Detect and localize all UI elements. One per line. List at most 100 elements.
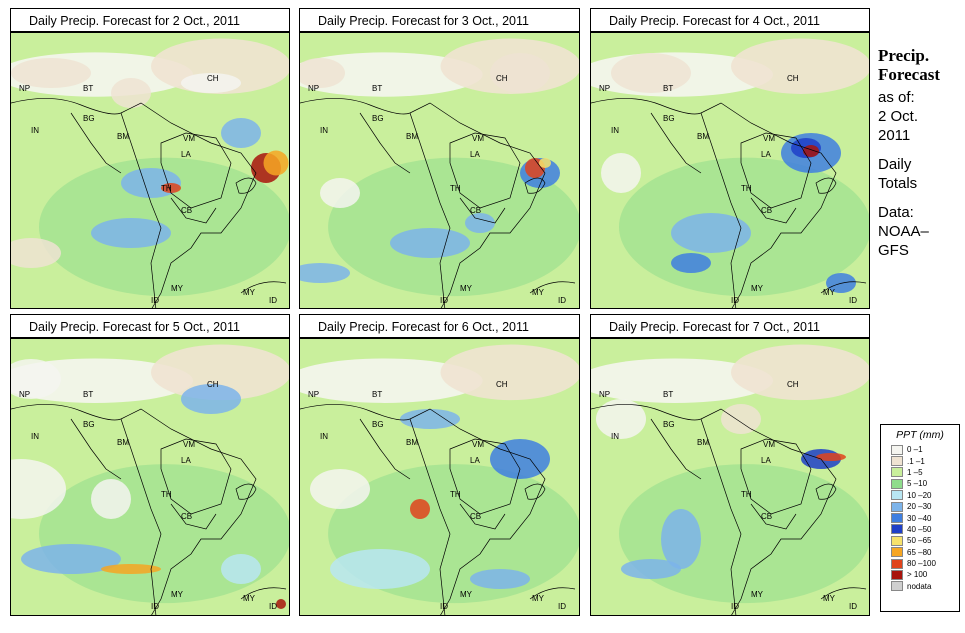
panel-title: Daily Precip. Forecast for 7 Oct., 2011	[590, 314, 870, 338]
daily-label: Daily	[878, 156, 912, 173]
map-label: NP	[19, 84, 30, 93]
legend-item: 30 –40	[891, 512, 959, 524]
map-label: TH	[161, 490, 172, 499]
map-label: ID	[558, 296, 566, 305]
asof-date: 2 Oct.	[878, 108, 919, 125]
panel-title: Daily Precip. Forecast for 5 Oct., 2011	[10, 314, 290, 338]
legend-item: .1 –1	[891, 455, 959, 467]
legend-item: > 100	[891, 569, 959, 580]
map-label: IN	[31, 126, 39, 135]
precip-map: NP BT IN BG BM CH VM LA TH CB MY ID MY ID	[10, 32, 290, 309]
map-label: ID	[440, 296, 448, 305]
map-label: IN	[611, 432, 619, 441]
map-label: BM	[406, 132, 418, 141]
map-label: TH	[741, 184, 752, 193]
map-label: MY	[751, 284, 764, 293]
map-label: NP	[599, 390, 610, 399]
data-source-1: NOAA–	[878, 223, 929, 240]
map-label: MY	[823, 288, 836, 297]
legend-label: 5 –10	[907, 479, 928, 489]
panel-title: Daily Precip. Forecast for 4 Oct., 2011	[590, 8, 870, 32]
map-label: NP	[19, 390, 30, 399]
map-label: BM	[697, 132, 709, 141]
legend-label: .1 –1	[907, 456, 925, 466]
precip-map: NP BT IN BG BM CH VM LA TH CB MY ID MY ID	[299, 32, 580, 309]
map-label: BG	[663, 420, 675, 429]
map-label: MY	[460, 284, 473, 293]
map-label: ID	[558, 602, 566, 611]
panel-title: Daily Precip. Forecast for 6 Oct., 2011	[299, 314, 580, 338]
map-label: MY	[532, 594, 545, 603]
title-line1: Precip.	[878, 46, 930, 65]
map-label: MY	[751, 590, 764, 599]
totals-label: Totals	[878, 175, 918, 192]
map-label: BT	[372, 84, 382, 93]
map-label: VM	[763, 440, 775, 449]
legend-swatch	[891, 513, 903, 524]
map-label: BG	[372, 420, 384, 429]
map-label: CH	[496, 74, 508, 83]
map-label: LA	[761, 456, 771, 465]
map-label: NP	[308, 390, 319, 399]
map-label: TH	[161, 184, 172, 193]
map-label: VM	[183, 440, 195, 449]
map-label: ID	[269, 602, 277, 611]
map-label: LA	[761, 150, 771, 159]
legend-title: PPT (mm)	[896, 429, 944, 441]
title-line2: Forecast	[878, 65, 940, 84]
map-label: CB	[470, 206, 481, 215]
legend-swatch	[891, 456, 903, 467]
map-label: CB	[761, 512, 772, 521]
map-label: CB	[470, 512, 481, 521]
legend-label: 30 –40	[907, 513, 932, 523]
map-label: NP	[599, 84, 610, 93]
map-label: ID	[440, 602, 448, 611]
map-label: MY	[243, 288, 256, 297]
map-label: CH	[787, 74, 799, 83]
map-label: NP	[308, 84, 319, 93]
legend-swatch	[891, 478, 903, 489]
legend-item: 0 –1	[891, 444, 959, 455]
map-label: BT	[663, 84, 673, 93]
map-label: BM	[117, 132, 129, 141]
precip-map: NP BT IN BG BM CH VM LA TH CB MY ID MY ID	[299, 338, 580, 616]
panel-title: Daily Precip. Forecast for 3 Oct., 2011	[299, 8, 580, 32]
map-label: ID	[731, 602, 739, 611]
map-label: MY	[823, 594, 836, 603]
map-label: ID	[151, 296, 159, 305]
map-label: CB	[181, 512, 192, 521]
map-label: VM	[472, 440, 484, 449]
legend-swatch	[891, 569, 903, 580]
map-label: CH	[496, 380, 508, 389]
legend-label: 40 –50	[907, 524, 932, 534]
map-label: LA	[470, 150, 480, 159]
legend-item: 10 –20	[891, 490, 959, 501]
data-source-2: GFS	[878, 242, 909, 259]
legend-label: > 100	[907, 570, 928, 580]
map-label: ID	[849, 602, 857, 611]
map-label: VM	[763, 134, 775, 143]
map-label: CH	[787, 380, 799, 389]
map-label: BT	[663, 390, 673, 399]
legend-label: 1 –5	[907, 467, 923, 477]
map-label: CH	[207, 380, 219, 389]
legend-label: nodata	[907, 581, 932, 591]
legend-item: 20 –30	[891, 501, 959, 512]
asof-year: 2011	[878, 127, 911, 144]
legend-label: 10 –20	[907, 490, 932, 500]
map-label: BM	[117, 438, 129, 447]
map-label: CB	[761, 206, 772, 215]
legend-swatch	[891, 467, 903, 478]
legend-swatch	[891, 490, 903, 501]
map-label: BT	[83, 390, 93, 399]
map-label: ID	[849, 296, 857, 305]
map-label: ID	[269, 296, 277, 305]
map-label: BM	[697, 438, 709, 447]
legend-label: 80 –100	[907, 559, 936, 569]
map-label: ID	[731, 296, 739, 305]
legend-swatch	[891, 524, 903, 535]
map-label: MY	[171, 284, 184, 293]
asof-label: as of:	[878, 89, 915, 106]
map-label: MY	[460, 590, 473, 599]
legend-label: 20 –30	[907, 502, 932, 512]
